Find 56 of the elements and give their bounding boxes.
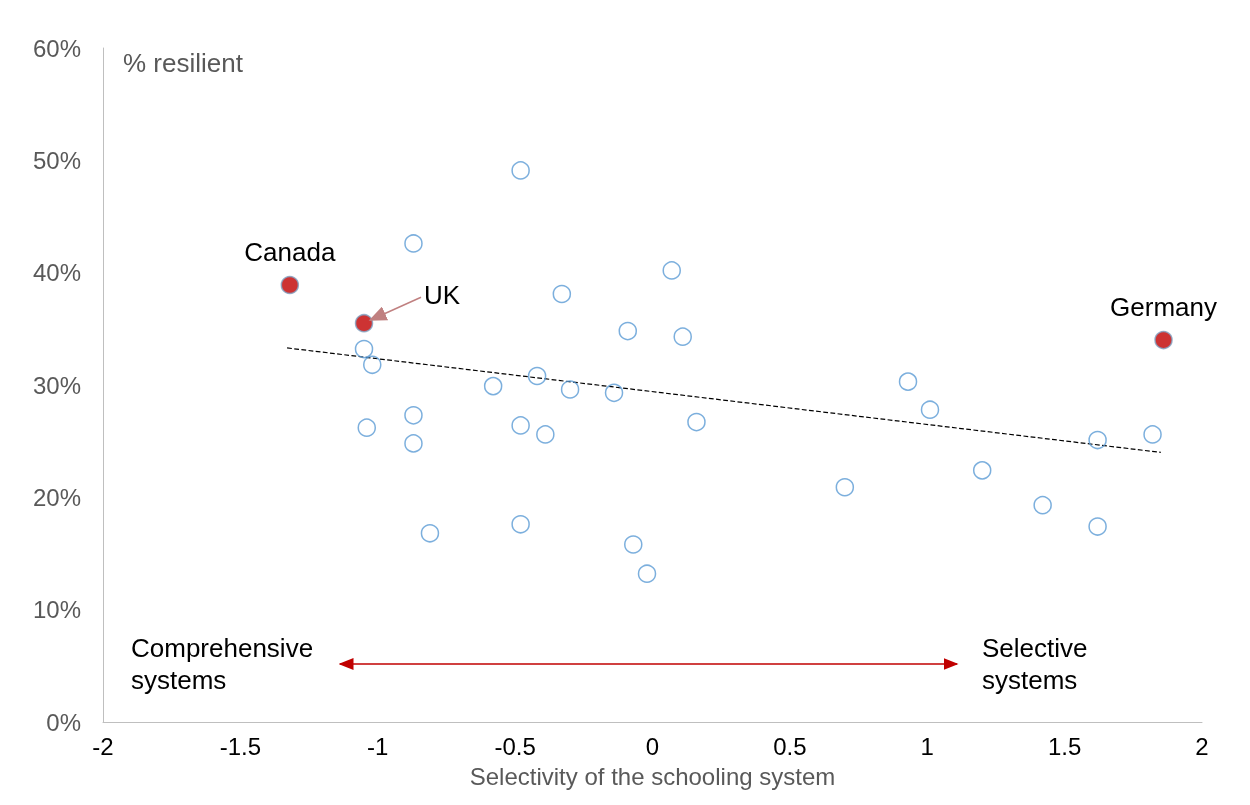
point xyxy=(673,327,692,346)
y-tick-label: 0% xyxy=(46,708,81,736)
x-tick-label: -1.5 xyxy=(219,732,262,760)
y-axis-title: % resilient xyxy=(123,48,244,78)
y-tick-label: 10% xyxy=(32,596,81,624)
point xyxy=(527,366,547,386)
x-tick-label: -2 xyxy=(92,732,114,760)
point xyxy=(354,313,374,333)
annotation: Comprehensive systems xyxy=(131,633,314,695)
point xyxy=(280,275,300,295)
point xyxy=(1088,430,1107,450)
point xyxy=(404,234,423,253)
annotation: Canada xyxy=(244,237,336,268)
point xyxy=(835,477,855,497)
x-tick-label: 1 xyxy=(920,732,934,760)
y-tick-label: 20% xyxy=(32,483,81,511)
point xyxy=(536,425,555,444)
x-axis-title: Selectivity of the schooling system xyxy=(469,762,836,790)
point xyxy=(687,412,706,432)
y-tick-label: 40% xyxy=(32,259,81,287)
point xyxy=(972,461,992,480)
point xyxy=(483,376,503,396)
x-tick-label: 1.5 xyxy=(1047,732,1082,760)
point xyxy=(1154,330,1173,350)
point xyxy=(511,515,530,534)
point xyxy=(662,261,681,280)
x-tick-label: 2 xyxy=(1195,732,1209,760)
x-tick-label: 0 xyxy=(645,732,660,760)
y-tick-label: 60% xyxy=(32,34,81,62)
x-tick-label: 0.5 xyxy=(773,732,807,760)
point xyxy=(552,284,572,304)
point xyxy=(560,380,580,399)
annotation: Selective systems xyxy=(982,633,1088,695)
point xyxy=(357,418,377,437)
point xyxy=(920,400,940,419)
point xyxy=(1033,495,1052,515)
point xyxy=(618,321,638,341)
x-tick-label: -0.5 xyxy=(494,732,536,760)
point xyxy=(898,372,918,391)
point xyxy=(637,564,657,583)
point xyxy=(404,434,423,453)
point xyxy=(354,339,374,359)
y-tick-label: 30% xyxy=(32,371,81,399)
point xyxy=(624,535,643,554)
point xyxy=(404,406,423,425)
point xyxy=(604,383,624,403)
x-tick-label: -1 xyxy=(367,732,389,760)
point xyxy=(420,524,440,543)
point xyxy=(1143,425,1162,444)
y-tick-label: 50% xyxy=(32,146,81,174)
point xyxy=(1088,517,1107,536)
point xyxy=(363,355,382,375)
point xyxy=(511,416,530,435)
point xyxy=(511,161,530,180)
annotation: UK xyxy=(424,280,461,311)
annotation: Germany xyxy=(1110,292,1217,323)
